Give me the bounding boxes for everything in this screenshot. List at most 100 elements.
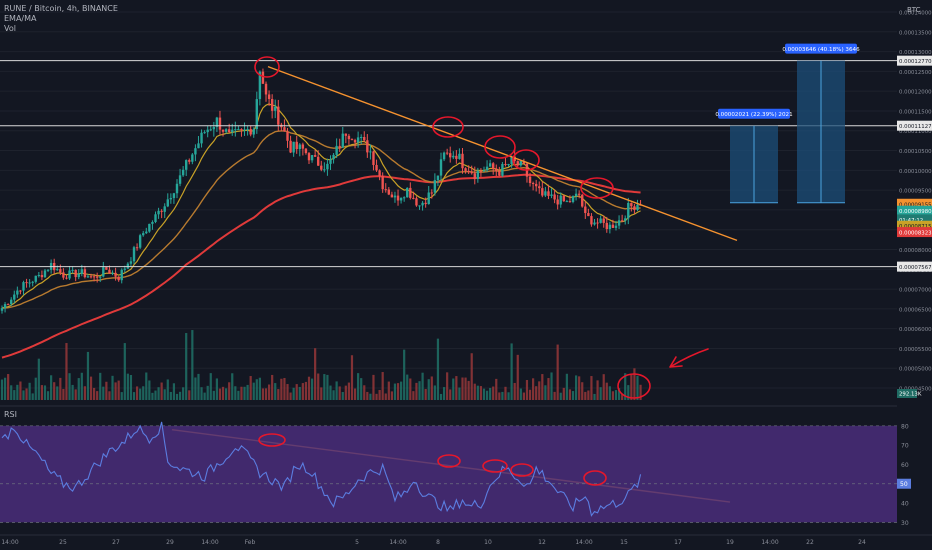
annotation-circle [583, 470, 607, 486]
volume-bar [403, 349, 406, 400]
symbol-title[interactable]: RUNE / Bitcoin, 4h, BINANCE [4, 4, 118, 13]
candle-body [436, 175, 440, 181]
volume-bars [0, 330, 642, 400]
volume-bar [111, 375, 114, 400]
candle-body [479, 170, 483, 172]
volume-bar [228, 382, 231, 400]
volume-bar [120, 392, 123, 400]
volume-bar [68, 373, 71, 400]
candle-body [206, 129, 209, 133]
ema-ma-legend[interactable]: EMA/MA [4, 14, 37, 23]
price-tick-label: 0.00007000 [899, 288, 932, 294]
volume-bar [375, 393, 378, 400]
time-tick-label: 15 [620, 539, 628, 546]
measure-label-bg [785, 43, 857, 54]
candle-body [624, 218, 627, 221]
volume-bar [565, 373, 568, 400]
time-tick-label: 14:00 [575, 539, 592, 546]
candle-body [191, 154, 194, 162]
candle-body [185, 160, 188, 170]
volume-bar [476, 385, 479, 400]
volume-bar [212, 390, 215, 400]
volume-bar [452, 378, 455, 400]
candle-body [25, 282, 28, 284]
price-tick-label: 0.00012000 [899, 90, 932, 96]
candle-body [264, 83, 268, 95]
candle-body [108, 269, 111, 274]
candle-body [237, 129, 240, 131]
volume-bar [166, 379, 169, 400]
price-tick-label: 0.00006500 [899, 307, 932, 313]
candle-body [544, 191, 547, 196]
candle-body [243, 129, 246, 131]
volume-bar [206, 385, 209, 400]
candle-body [534, 183, 538, 187]
volume-bar [132, 392, 136, 400]
volume-bar [93, 387, 96, 400]
candle-body [83, 269, 87, 278]
candle-body [6, 304, 10, 306]
volume-bar [307, 376, 311, 400]
candle-body [538, 186, 541, 189]
volume-bar [400, 381, 403, 400]
volume-tag-bg [897, 389, 917, 398]
volume-bar [255, 379, 258, 400]
candle-body [427, 192, 430, 205]
candle-body [105, 267, 108, 270]
price-tick-label: 0.00010000 [899, 169, 932, 175]
candle-body [482, 170, 486, 172]
candle-body [636, 204, 639, 210]
volume-bar [40, 385, 44, 400]
annotation-arrow [669, 348, 709, 368]
volume-bar [80, 372, 83, 400]
volume-bar [390, 391, 393, 400]
volume-bar [298, 386, 301, 400]
candle-body [596, 222, 599, 224]
volume-bar [568, 389, 572, 400]
candle-body [234, 129, 237, 131]
candle-body [298, 144, 301, 150]
volume-bar [341, 391, 344, 400]
volume-bar [0, 379, 4, 400]
candle-body [43, 270, 47, 278]
candle-body [547, 191, 550, 196]
annotation-circle [510, 463, 534, 477]
price-tick-label: 0.00014000 [899, 10, 932, 16]
volume-bar [418, 381, 421, 400]
candle-body [510, 156, 513, 164]
candle-body [310, 155, 314, 161]
candle-body [215, 117, 219, 128]
volume-bar [504, 386, 507, 400]
ema-mid-line [1, 130, 641, 309]
candle-body [292, 141, 295, 153]
time-tick-label: 14:00 [1, 539, 18, 546]
candle-body [209, 129, 212, 131]
candle-body [587, 213, 590, 217]
candle-body [151, 221, 154, 224]
candle-body [347, 135, 351, 140]
volume-bar [332, 390, 335, 400]
candle-body [200, 132, 203, 144]
volume-bar [237, 390, 240, 400]
volume-bar [357, 373, 360, 400]
candle-body [142, 233, 145, 236]
price-tag: 0.00008323 [899, 231, 932, 237]
rsi-legend[interactable]: RSI [4, 410, 17, 419]
volume-bar [126, 373, 129, 400]
candle-body [92, 276, 96, 278]
volume-bar [323, 374, 326, 400]
annotation-circle [437, 454, 461, 468]
candle-body [188, 160, 191, 162]
candle-body [28, 282, 31, 284]
candle-body [393, 195, 397, 198]
candle-body [258, 71, 262, 100]
volume-bar [7, 374, 10, 400]
volume-bar [197, 373, 200, 400]
time-tick-label: 12 [538, 539, 546, 546]
candle-body [630, 202, 633, 207]
volume-bar [424, 388, 427, 400]
volume-bar [10, 385, 13, 400]
candle-body [439, 159, 443, 176]
vol-legend[interactable]: Vol [4, 24, 16, 33]
